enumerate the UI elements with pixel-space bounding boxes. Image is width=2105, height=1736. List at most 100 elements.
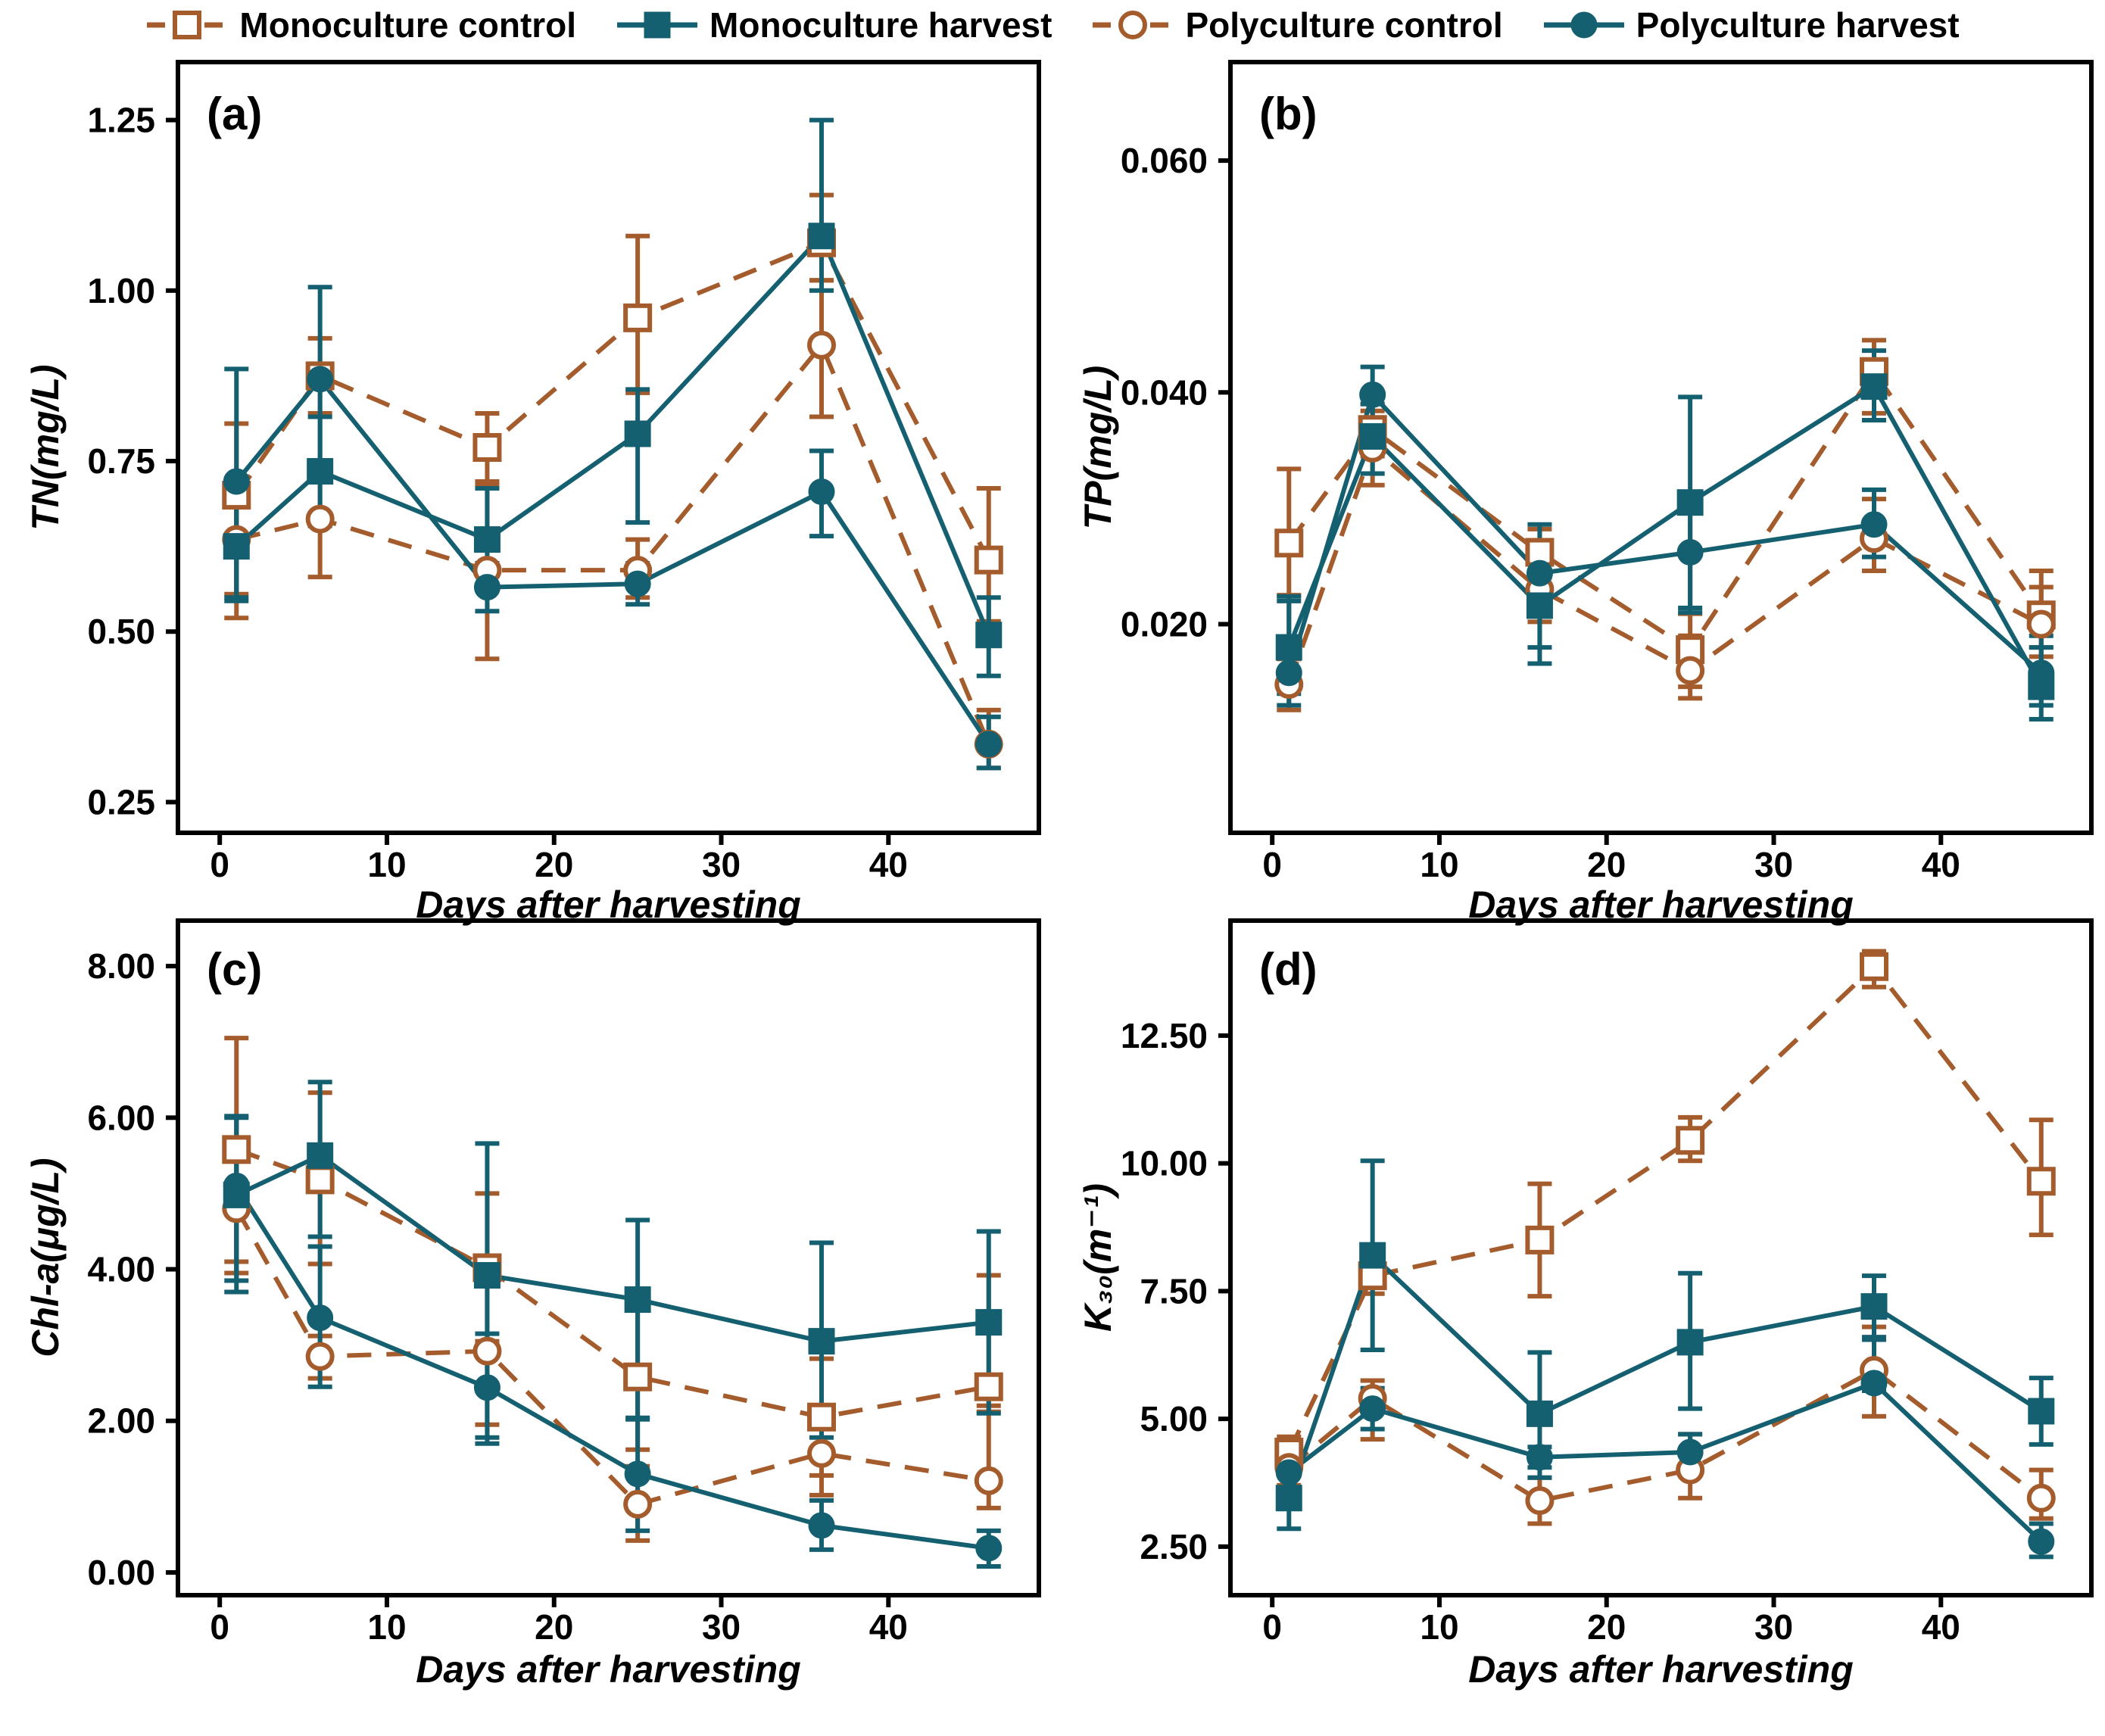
data-point — [472, 433, 502, 462]
series-line — [1286, 369, 2044, 653]
data-point — [1275, 1459, 1302, 1486]
panel-letter: (b) — [1259, 89, 1318, 139]
data-point — [307, 1304, 334, 1332]
legend-label: Polyculture harvest — [1636, 5, 1960, 45]
x-tick-label: 20 — [535, 845, 573, 884]
x-tick-label: 40 — [869, 1607, 908, 1647]
data-point — [1526, 1400, 1553, 1427]
data-point — [223, 533, 250, 560]
x-tick-label: 30 — [702, 1607, 741, 1647]
data-point — [473, 1262, 501, 1289]
y-tick-label: 1.00 — [87, 271, 155, 310]
plot-border — [176, 918, 1041, 1597]
panel-letter: (a) — [207, 89, 263, 139]
data-point — [1526, 592, 1553, 619]
panel-tp: 0.020 0.040 0.060 0 10 20 30 40 (b) TP(mg/L) Da… — [1052, 45, 2105, 926]
legend-item-monoculture-harvest: Monoculture harvest — [616, 4, 1052, 46]
data-point — [975, 1309, 1003, 1336]
data-point — [2028, 659, 2055, 687]
x-tick-label: 10 — [367, 1607, 406, 1647]
data-point — [1526, 559, 1553, 587]
panel-tn: 0.25 0.50 0.75 1.00 1.25 0 10 20 30 40 (a) TN(mg/… — [0, 45, 1052, 926]
x-axis-title: Days after harvesting — [1468, 1648, 1854, 1691]
filled-square-marker-icon — [617, 11, 698, 39]
y-tick-label: 0.040 — [1121, 372, 1208, 412]
data-point — [473, 1374, 501, 1401]
data-point — [1676, 539, 1704, 566]
data-point — [808, 1328, 835, 1355]
data-point — [806, 330, 836, 360]
y-tick-label: 0.060 — [1121, 141, 1208, 180]
series-line — [1286, 964, 2044, 1454]
x-tick-label: 10 — [367, 845, 406, 884]
x-tick-label: 30 — [1754, 845, 1793, 884]
data-point — [975, 622, 1003, 649]
data-point — [806, 1402, 836, 1432]
y-tick-label: 5.00 — [1140, 1399, 1208, 1438]
x-tick-label: 20 — [1587, 1607, 1626, 1647]
data-point — [1359, 1242, 1386, 1269]
panel-chla: 0.00 2.00 4.00 6.00 8.00 0 10 20 30 40 (c) Chl-a(… — [0, 916, 1052, 1736]
series-line — [235, 1147, 990, 1420]
y-axis-title: K₃₀(m⁻¹) — [1077, 1183, 1119, 1332]
y-tick-label: 7.50 — [1140, 1271, 1208, 1311]
y-tick-label: 1.25 — [87, 101, 155, 140]
open-square-marker-icon — [147, 11, 228, 39]
data-point — [2026, 1167, 2056, 1196]
panel-k30: 2.50 5.00 7.50 10.00 12.50 0 10 20 30 40 (d) K₃₀(… — [1052, 916, 2105, 1736]
series-line — [235, 233, 991, 636]
data-point — [223, 1172, 250, 1199]
k30-plot-canvas: 2.50 5.00 7.50 10.00 12.50 0 10 20 30 40 — [1121, 918, 2094, 1647]
data-point — [623, 303, 653, 332]
data-point — [624, 1286, 651, 1314]
x-axis-title: Days after harvesting — [416, 1648, 801, 1691]
y-axis-title: TN(mg/L) — [24, 364, 67, 531]
series-line — [234, 376, 991, 746]
data-point — [305, 1342, 335, 1371]
data-point — [222, 1135, 251, 1164]
series-line — [1286, 1253, 2043, 1499]
data-point — [1860, 373, 1888, 400]
y-tick-label: 10.00 — [1121, 1144, 1208, 1183]
chla-plot-canvas: 0.00 2.00 4.00 6.00 8.00 0 10 20 30 40 — [87, 918, 1041, 1647]
legend-item-monoculture-control: Monoculture control — [145, 4, 576, 46]
x-tick-label: 10 — [1420, 845, 1458, 884]
data-point — [974, 545, 1003, 575]
x-tick-label: 30 — [1754, 1607, 1793, 1647]
data-point — [1860, 1293, 1888, 1320]
data-point — [1275, 1485, 1302, 1512]
y-axis-title: Chl-a(μg/L) — [24, 1158, 67, 1357]
data-point — [808, 478, 835, 506]
data-point — [623, 1362, 653, 1392]
legend-marker-glyph — [1570, 11, 1598, 39]
series-line — [1287, 1380, 2043, 1544]
plot-border — [1228, 60, 2094, 835]
data-point — [2028, 1528, 2055, 1555]
data-point — [1676, 1329, 1704, 1356]
data-point — [2026, 609, 2056, 639]
legend-label: Monoculture harvest — [709, 5, 1052, 45]
data-point — [808, 1512, 835, 1539]
filled-circle-marker-icon — [1543, 11, 1624, 39]
tp-plot-canvas: 0.020 0.040 0.060 0 10 20 30 40 — [1121, 60, 2094, 884]
data-point — [624, 1460, 651, 1488]
y-tick-label: 0.50 — [87, 612, 155, 651]
data-point — [624, 570, 651, 597]
tn-plot-canvas: 0.25 0.50 0.75 1.00 1.25 0 10 20 30 40 — [87, 60, 1041, 884]
data-point — [305, 1165, 335, 1195]
data-point — [305, 504, 335, 534]
legend-marker-glyph — [1118, 11, 1148, 39]
series-line — [235, 342, 991, 746]
data-point — [1526, 1444, 1553, 1471]
series-line — [234, 240, 991, 562]
data-point — [1860, 511, 1888, 538]
data-point — [1359, 381, 1386, 408]
data-point — [473, 526, 501, 553]
data-point — [624, 420, 651, 447]
y-tick-label: 12.50 — [1121, 1016, 1208, 1055]
legend-item-polyculture-harvest: Polyculture harvest — [1542, 4, 1960, 46]
x-tick-label: 20 — [1587, 845, 1626, 884]
data-point — [307, 1142, 334, 1169]
y-tick-label: 0.75 — [87, 441, 155, 481]
data-point — [1676, 1438, 1704, 1466]
